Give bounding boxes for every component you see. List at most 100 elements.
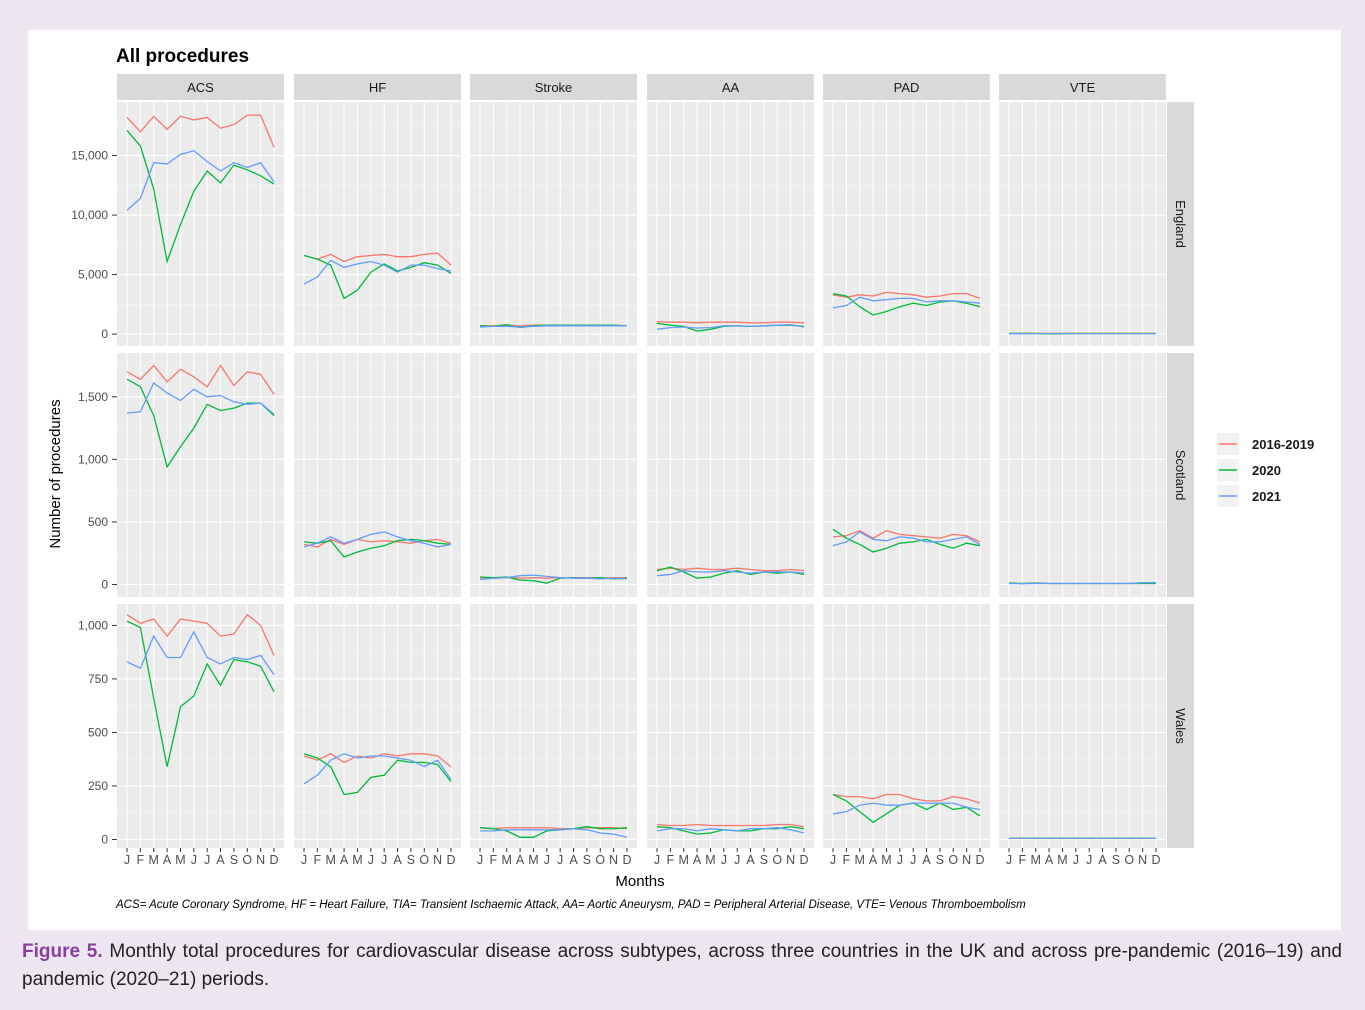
panel-england-pad <box>823 102 990 346</box>
x-tick-label: M <box>502 853 512 867</box>
panel-england-acs <box>117 102 284 346</box>
x-tick-label: S <box>583 853 591 867</box>
x-tick-label: J <box>477 853 483 867</box>
x-tick-label: S <box>230 853 238 867</box>
x-tick-label: S <box>760 853 768 867</box>
x-tick-label: M <box>352 853 362 867</box>
x-tick-label: D <box>1151 853 1160 867</box>
series-line-2021 <box>303 259 452 285</box>
x-tick-label: J <box>734 853 740 867</box>
panel-wales-stroke <box>470 604 637 848</box>
x-tick-label: N <box>609 853 618 867</box>
x-tick-label: S <box>936 853 944 867</box>
x-tick-label: A <box>393 853 402 867</box>
faceted-line-chart: All procedures ACS HF Stroke AA PAD VTEEnglan… <box>47 46 1314 911</box>
y-tick-label: 1,000 <box>78 452 108 466</box>
series-line-2021 <box>480 828 628 838</box>
column-strip-label: Stroke <box>535 80 573 95</box>
figure-label: Figure 5. <box>22 941 103 962</box>
y-tick-label: 0 <box>101 577 108 591</box>
row-strip-label: Scotland <box>1173 450 1188 501</box>
panel-background <box>823 353 990 597</box>
x-tick-label: A <box>1098 853 1107 867</box>
x-tick-label: M <box>855 853 865 867</box>
x-tick-label: O <box>595 853 605 867</box>
panel-scotland-stroke <box>470 353 637 597</box>
panel-background <box>999 102 1166 346</box>
panel-wales-hf <box>294 604 461 848</box>
y-tick-label: 15,000 <box>71 149 108 163</box>
column-strip-vte <box>999 74 1166 100</box>
x-tick-label: N <box>962 853 971 867</box>
x-tick-label: J <box>1086 853 1092 867</box>
x-tick-label: M <box>175 853 185 867</box>
y-tick-label: 10,000 <box>71 208 108 222</box>
panel-background <box>823 604 990 848</box>
chart-footnote: ACS= Acute Coronary Syndrome, HF = Heart… <box>115 899 1026 911</box>
panel-england-hf <box>294 102 461 346</box>
panel-england-vte <box>999 102 1166 346</box>
series-line-2021 <box>656 323 805 330</box>
x-tick-label: D <box>622 853 631 867</box>
column-strip-label: VTE <box>1070 80 1096 95</box>
x-tick-label: N <box>256 853 265 867</box>
series-line-2021 <box>479 574 628 581</box>
panel-background <box>470 102 637 346</box>
panel-scotland-vte <box>999 353 1166 597</box>
x-tick-label: O <box>1124 853 1134 867</box>
x-tick-label: M <box>326 853 336 867</box>
x-tick-label: J <box>721 853 727 867</box>
panel-wales-vte <box>999 604 1166 848</box>
facet-grid: ACS HF Stroke AA PAD VTEEngland05,00010,00015… <box>71 74 1194 867</box>
panel-background <box>294 102 461 346</box>
x-tick-label: J <box>124 853 130 867</box>
series-line-2020 <box>126 130 275 264</box>
x-tick-label: D <box>446 853 455 867</box>
panel-background <box>294 604 461 848</box>
y-tick-label: 0 <box>101 832 108 846</box>
column-strip-aa <box>647 74 814 100</box>
x-tick-label: J <box>368 853 374 867</box>
x-tick-label: N <box>786 853 795 867</box>
row-strip-wales <box>1167 604 1194 848</box>
x-tick-label: M <box>679 853 689 867</box>
panel-background <box>823 102 990 346</box>
x-tick-label: D <box>799 853 808 867</box>
panel-background <box>117 102 284 346</box>
panel-england-aa <box>647 102 814 346</box>
legend: 2016-2019 2020 2021 <box>1217 433 1314 507</box>
series-line-2020 <box>303 538 452 558</box>
panel-background <box>117 604 284 848</box>
column-strip-acs <box>117 74 284 100</box>
y-tick-label: 1,000 <box>78 618 108 632</box>
series-line-2020 <box>303 753 452 796</box>
y-tick-label: 750 <box>88 672 108 686</box>
panel-background <box>647 102 814 346</box>
row-strip-england <box>1167 102 1194 346</box>
x-tick-label: J <box>544 853 550 867</box>
panel-scotland-pad <box>823 353 990 597</box>
x-tick-label: A <box>869 853 878 867</box>
x-tick-label: A <box>693 853 702 867</box>
x-tick-label: N <box>1138 853 1147 867</box>
x-tick-label: J <box>830 853 836 867</box>
series-line-2021 <box>303 531 452 548</box>
x-tick-label: F <box>137 853 145 867</box>
series-line-2016-2019 <box>303 252 452 266</box>
figure-panel: All procedures ACS HF Stroke AA PAD VTE Englan… <box>28 30 1341 930</box>
series-line-2016-2019 <box>656 823 805 828</box>
series-line-2021 <box>1008 582 1156 585</box>
y-tick-label: 500 <box>88 725 108 739</box>
x-tick-label: O <box>948 853 958 867</box>
panel-background <box>294 353 461 597</box>
y-tick-label: 1,500 <box>78 390 108 404</box>
series-line-2016-2019 <box>656 320 805 324</box>
x-tick-label: A <box>1045 853 1054 867</box>
x-tick-label: O <box>772 853 782 867</box>
column-strip-label: ACS <box>187 80 214 95</box>
x-tick-label: J <box>191 853 197 867</box>
series-line-2016-2019 <box>479 827 628 830</box>
series-line-2021 <box>126 381 275 415</box>
panel-background <box>470 604 637 848</box>
y-tick-label: 500 <box>88 515 108 529</box>
